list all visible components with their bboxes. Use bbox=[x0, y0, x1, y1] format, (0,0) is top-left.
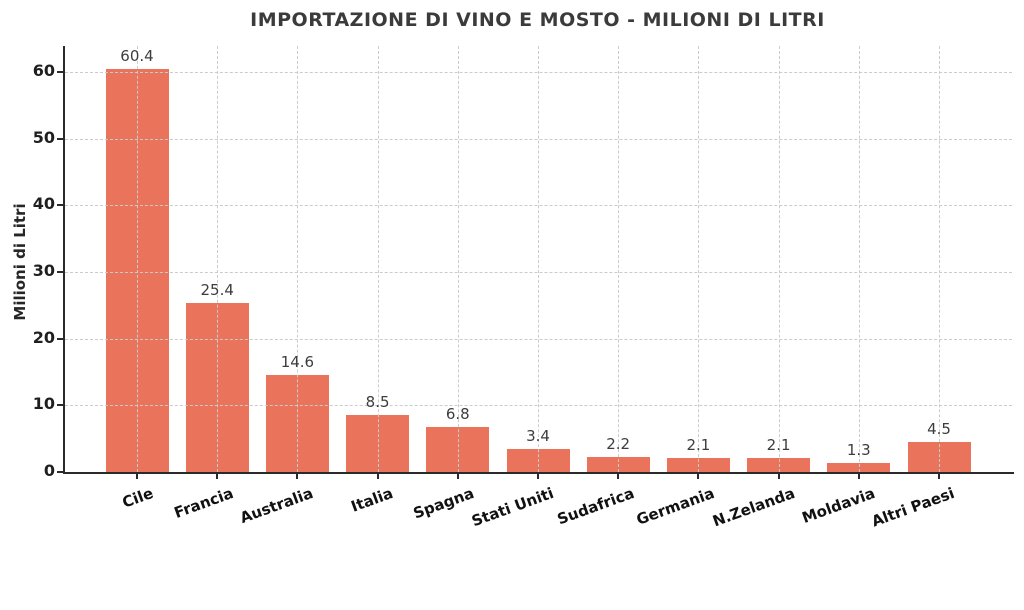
y-tick-label: 20 bbox=[32, 327, 55, 347]
x-category-label: Moldavia bbox=[799, 484, 877, 528]
v-gridline bbox=[217, 46, 219, 472]
x-tick bbox=[857, 474, 860, 479]
x-tick bbox=[777, 474, 780, 479]
y-tick bbox=[57, 271, 63, 273]
bar-value-label: 4.5 bbox=[927, 420, 951, 438]
y-tick-label: 30 bbox=[32, 261, 55, 280]
bar-value-label: 3.4 bbox=[526, 427, 550, 446]
bar-value-label: 6.8 bbox=[445, 404, 470, 423]
x-tick bbox=[296, 474, 299, 479]
x-tick bbox=[938, 474, 940, 479]
x-category-label: Francia bbox=[171, 484, 236, 522]
x-tick bbox=[136, 474, 138, 479]
y-tick bbox=[57, 137, 63, 140]
x-category-label: Stati Uniti bbox=[469, 484, 557, 531]
y-tick-label: 50 bbox=[32, 127, 55, 147]
bar-value-label: 2.1 bbox=[686, 436, 711, 454]
v-gridline bbox=[137, 46, 138, 472]
x-tick bbox=[537, 474, 539, 479]
x-category-label: Italia bbox=[348, 484, 396, 516]
bar-value-label: 1.3 bbox=[846, 441, 871, 460]
y-axis-spine bbox=[63, 46, 65, 474]
v-gridline bbox=[457, 46, 459, 472]
x-category-label: Altri Paesi bbox=[869, 484, 958, 531]
y-tick-label: 10 bbox=[32, 394, 55, 414]
y-tick-label: 60 bbox=[32, 61, 55, 80]
x-category-label: N.Zelanda bbox=[709, 484, 797, 531]
x-tick bbox=[216, 474, 219, 479]
y-tick-label: 0 bbox=[43, 461, 55, 480]
v-gridline bbox=[377, 46, 379, 472]
y-tick bbox=[57, 404, 63, 407]
bar-value-label: 60.4 bbox=[120, 47, 154, 66]
x-tick bbox=[376, 474, 379, 479]
v-gridline bbox=[698, 46, 700, 472]
bar-value-label: 25.4 bbox=[200, 280, 234, 299]
v-gridline bbox=[538, 46, 539, 472]
x-tick bbox=[697, 474, 700, 479]
x-category-label: Australia bbox=[237, 484, 316, 528]
y-tick-label: 40 bbox=[32, 194, 55, 214]
x-category-label: Cile bbox=[119, 484, 156, 512]
x-category-label: Spagna bbox=[410, 484, 476, 523]
y-tick bbox=[57, 337, 63, 340]
v-gridline bbox=[778, 46, 780, 472]
bar-value-label: 8.5 bbox=[365, 393, 390, 412]
bar-value-label: 14.6 bbox=[280, 352, 315, 371]
x-category-label: Germania bbox=[633, 484, 717, 529]
y-tick bbox=[57, 71, 63, 73]
y-tick bbox=[57, 204, 63, 207]
v-gridline bbox=[618, 46, 620, 472]
chart-title: IMPORTAZIONE DI VINO E MOSTO - MILIONI D… bbox=[250, 9, 825, 31]
x-tick bbox=[456, 474, 459, 479]
bar-value-label: 2.1 bbox=[766, 436, 791, 454]
x-axis-spine bbox=[63, 472, 1014, 474]
bar-value-label: 2.2 bbox=[606, 435, 631, 454]
x-category-label: Sudafrica bbox=[554, 484, 637, 529]
v-gridline bbox=[297, 46, 299, 472]
v-gridline bbox=[858, 46, 860, 472]
y-tick bbox=[57, 471, 63, 473]
v-gridline bbox=[939, 46, 940, 472]
x-tick bbox=[617, 474, 620, 479]
